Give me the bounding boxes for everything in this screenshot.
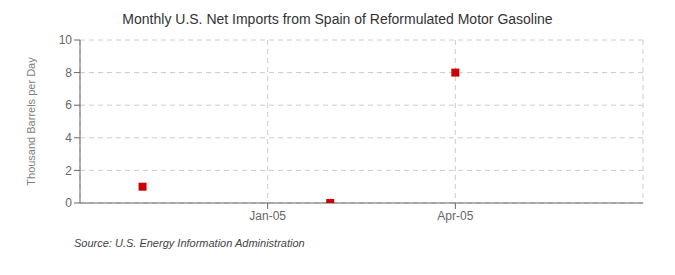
svg-text:8: 8 [65, 66, 72, 80]
svg-text:Apr-05: Apr-05 [437, 209, 473, 223]
svg-text:Jan-05: Jan-05 [249, 209, 286, 223]
html-text:Source: U.S. Energy Informatio: Source: U.S. Energy Information Administ… [74, 237, 305, 249]
svg-text:4: 4 [65, 131, 72, 145]
svg-text:Thousand Barrels per Day: Thousand Barrels per Day [25, 57, 37, 186]
html-text:Monthly U.S. Net Imports from: Monthly U.S. Net Imports from Spain of R… [122, 11, 553, 27]
svg-text:10: 10 [59, 33, 73, 47]
svg-text:0: 0 [65, 196, 72, 210]
svg-text:2: 2 [65, 164, 72, 178]
svg-text:6: 6 [65, 98, 72, 112]
